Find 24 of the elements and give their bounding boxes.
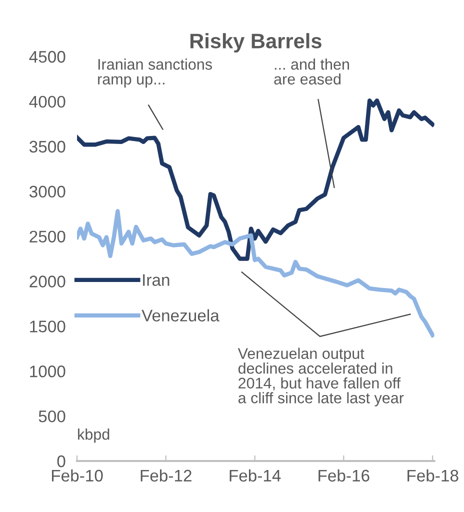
annotation: ... and then are eased — [274, 58, 349, 85]
legend-label: Venezuela — [142, 309, 220, 322]
x-tick-label: Feb-18 — [408, 469, 458, 482]
chart-title: Risky Barrels — [190, 33, 322, 53]
y-tick-label: 4000 — [29, 96, 66, 108]
line-series — [77, 209, 434, 338]
legend-label: Iran — [143, 274, 170, 286]
y-axis-title: kbpd — [78, 428, 110, 443]
x-tick-label: Feb-16 — [318, 469, 370, 482]
y-tick-label: 1500 — [30, 320, 66, 332]
y-tick-label: 2500 — [30, 230, 66, 242]
y-tick-label: 1000 — [30, 366, 66, 378]
y-tick-label: 2000 — [30, 276, 66, 288]
x-tick-label: Feb-14 — [230, 469, 281, 482]
line-series — [77, 98, 434, 261]
annotation: Venezuelan output declines accelerated in 2014, but have fallen off a cliff since late last year — [238, 348, 404, 406]
x-tick-label: Feb-10 — [52, 469, 103, 482]
y-tick-label: 3500 — [29, 140, 66, 153]
y-tick-label: 3000 — [29, 186, 66, 198]
y-tick-label: 4500 — [29, 50, 66, 63]
annotation: Iranian sanctions ramp up... — [98, 58, 212, 88]
y-tick-label: 0 — [57, 455, 66, 468]
y-tick-label: 500 — [38, 410, 66, 422]
x-tick-label: Feb-12 — [140, 469, 192, 482]
